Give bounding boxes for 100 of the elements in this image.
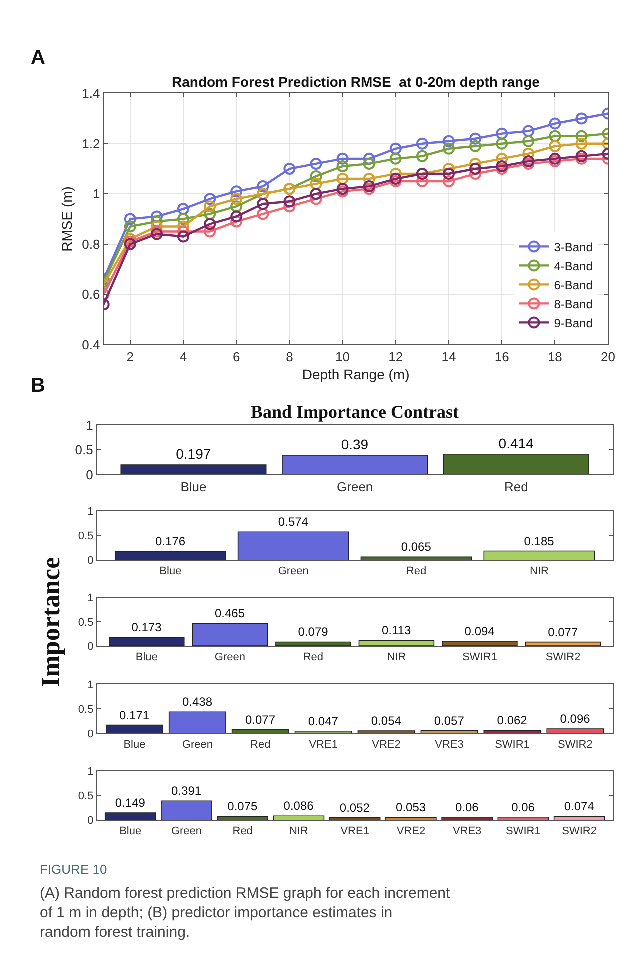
data-label: 0.077 bbox=[548, 625, 578, 640]
x-tick-label: 18 bbox=[548, 349, 562, 364]
data-label: 0.074 bbox=[564, 800, 595, 814]
data-label: 0.176 bbox=[156, 534, 186, 549]
text: A bbox=[31, 47, 46, 69]
x-tick-label: Green bbox=[171, 826, 202, 838]
x-tick-label: Red bbox=[303, 651, 324, 664]
x-tick-label: Blue bbox=[120, 826, 142, 838]
x-tick-label: VRE1 bbox=[309, 738, 338, 751]
x-tick-label: 14 bbox=[442, 349, 456, 364]
legend-label: 6-Band bbox=[554, 278, 593, 292]
y-tick-label: 0 bbox=[88, 555, 94, 568]
x-tick-label: Green bbox=[337, 479, 374, 494]
legend-label: 9-Band bbox=[554, 316, 593, 330]
data-label: 0.171 bbox=[120, 708, 150, 722]
x-tick-label: 2 bbox=[126, 349, 134, 364]
x-tick-label: Blue bbox=[160, 566, 182, 578]
y-tick-label: 0.4 bbox=[82, 337, 100, 352]
x-tick-label: 20 bbox=[601, 349, 616, 364]
x-tick-label: NIR bbox=[387, 651, 406, 664]
data-label: 0.391 bbox=[172, 784, 202, 798]
x-tick-label: VRE3 bbox=[452, 826, 482, 838]
chart-title: Band Importance Contrast bbox=[251, 402, 460, 422]
x-tick-label: 6 bbox=[232, 349, 240, 364]
x-tick-label: 12 bbox=[388, 349, 404, 364]
y-tick-label: 0.8 bbox=[82, 236, 100, 252]
data-label: 0.113 bbox=[382, 624, 412, 638]
y-axis-title: RMSE (m) bbox=[58, 186, 75, 252]
x-tick-label: Green bbox=[278, 566, 309, 578]
data-label: 0.053 bbox=[396, 800, 426, 815]
x-tick-label: Blue bbox=[136, 651, 158, 664]
caption: FIGURE 10 bbox=[40, 862, 108, 877]
y-tick-label: 1.2 bbox=[82, 136, 100, 152]
data-label: 0.06 bbox=[455, 800, 480, 814]
x-tick-label: 8 bbox=[286, 349, 294, 364]
x-tick-label: Red bbox=[406, 566, 427, 578]
y-tick-label: 0.6 bbox=[82, 287, 100, 302]
x-tick-label: NIR bbox=[289, 826, 308, 838]
data-label: 0.438 bbox=[182, 695, 213, 710]
x-tick-label: Red bbox=[232, 826, 253, 838]
data-label: 0.096 bbox=[560, 712, 591, 726]
text: (A) Random forest prediction RMSE graph for each increment of 1 m in depth; (B) predictor importance estimates in random forest training. bbox=[40, 885, 452, 941]
x-tick-label: Blue bbox=[124, 738, 146, 751]
x-tick-label: SWIR1 bbox=[506, 826, 541, 838]
x-axis-title: Depth Range (m) bbox=[302, 366, 410, 383]
x-tick-label: SWIR2 bbox=[558, 738, 593, 751]
data-label: 0.173 bbox=[132, 620, 162, 635]
x-tick-label: VRE2 bbox=[396, 826, 426, 838]
x-tick-label: Blue bbox=[180, 479, 207, 494]
y-tick-label: 0 bbox=[88, 640, 94, 653]
x-tick-label: 16 bbox=[494, 349, 510, 364]
y-tick-label: 1 bbox=[88, 592, 94, 605]
text: B bbox=[31, 375, 46, 397]
y-axis-title: Importance bbox=[36, 557, 66, 688]
y-tick-label: 0.5 bbox=[78, 616, 94, 629]
data-label: 0.077 bbox=[245, 712, 276, 727]
data-label: 0.052 bbox=[340, 800, 370, 815]
x-tick-label: SWIR2 bbox=[546, 651, 581, 664]
y-tick-label: 1 bbox=[93, 186, 100, 202]
y-tick-label: 1 bbox=[86, 418, 94, 434]
data-label: 0.047 bbox=[308, 714, 339, 728]
data-label: 0.185 bbox=[524, 534, 555, 548]
x-tick-label: Red bbox=[250, 738, 271, 751]
y-tick-label: 0 bbox=[88, 728, 94, 741]
y-tick-label: 0.5 bbox=[78, 704, 94, 716]
x-tick-label: NIR bbox=[530, 566, 549, 578]
x-tick-label: Red bbox=[504, 479, 528, 494]
x-tick-label: SWIR2 bbox=[562, 826, 597, 838]
data-label: 0.197 bbox=[176, 446, 212, 462]
chart-title: Random Forest Prediction RMSE at 0-20m depth range bbox=[172, 74, 540, 90]
x-tick-label: SWIR1 bbox=[495, 738, 530, 751]
y-tick-label: 0 bbox=[88, 815, 94, 828]
data-label: 0.094 bbox=[464, 624, 496, 639]
data-label: 0.086 bbox=[284, 799, 314, 814]
data-label: 0.079 bbox=[298, 625, 329, 640]
data-label: 0.057 bbox=[434, 714, 465, 728]
y-tick-label: 0.5 bbox=[75, 442, 94, 458]
data-label: 0.054 bbox=[371, 714, 402, 728]
data-label: 0.06 bbox=[512, 800, 536, 814]
y-tick-label: 1 bbox=[88, 679, 94, 692]
legend-label: 3-Band bbox=[554, 240, 593, 254]
data-label: 0.465 bbox=[214, 606, 246, 621]
y-tick-label: 0.5 bbox=[78, 790, 94, 803]
y-tick-label: 1 bbox=[88, 506, 94, 518]
x-tick-label: 4 bbox=[180, 349, 188, 364]
data-label: 0.414 bbox=[498, 435, 534, 452]
x-tick-label: VRE2 bbox=[372, 738, 401, 751]
data-label: 0.075 bbox=[228, 800, 258, 814]
y-tick-label: 0 bbox=[86, 467, 94, 482]
data-label: 0.149 bbox=[115, 796, 146, 810]
legend-label: 4-Band bbox=[554, 259, 593, 274]
legend-label: 8-Band bbox=[554, 297, 593, 312]
data-label: 0.065 bbox=[401, 540, 432, 554]
data-label: 0.39 bbox=[341, 436, 369, 453]
y-tick-label: 1 bbox=[88, 766, 94, 778]
x-tick-label: 10 bbox=[336, 349, 350, 364]
x-tick-label: SWIR1 bbox=[462, 651, 498, 664]
data-label: 0.574 bbox=[278, 515, 309, 530]
x-tick-label: VRE1 bbox=[340, 826, 370, 838]
x-tick-label: Green bbox=[214, 651, 246, 664]
